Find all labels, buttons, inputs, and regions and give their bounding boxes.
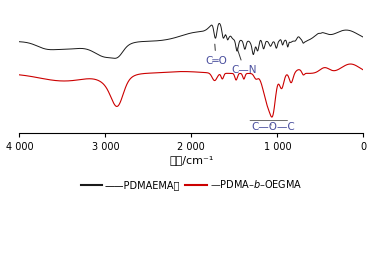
Text: C—N: C—N [232, 48, 257, 76]
Legend: ——PDMAEMA；, —PDMA–$b$–OEGMA: ——PDMAEMA；, —PDMA–$b$–OEGMA [77, 175, 306, 194]
Text: C═O: C═O [205, 44, 227, 66]
Text: C—O—C: C—O—C [251, 122, 295, 132]
X-axis label: 波数/cm⁻¹: 波数/cm⁻¹ [169, 155, 214, 165]
